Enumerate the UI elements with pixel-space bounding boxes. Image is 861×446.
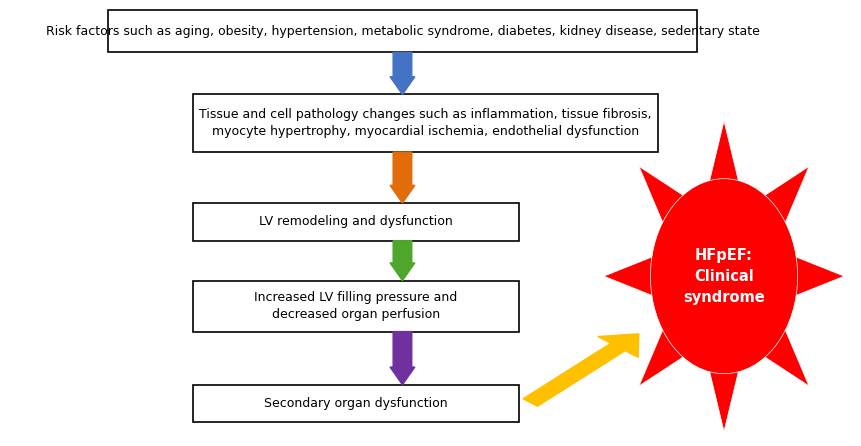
FancyArrow shape: [390, 331, 415, 385]
FancyBboxPatch shape: [193, 203, 518, 241]
Text: Increased LV filling pressure and
decreased organ perfusion: Increased LV filling pressure and decrea…: [254, 291, 457, 321]
Polygon shape: [708, 121, 740, 189]
Polygon shape: [708, 363, 740, 431]
Text: LV remodeling and dysfunction: LV remodeling and dysfunction: [259, 215, 453, 228]
Polygon shape: [759, 166, 809, 230]
FancyBboxPatch shape: [193, 281, 518, 331]
Text: Tissue and cell pathology changes such as inflammation, tissue fibrosis,
myocyte: Tissue and cell pathology changes such a…: [200, 108, 652, 138]
FancyBboxPatch shape: [193, 95, 658, 152]
FancyBboxPatch shape: [193, 385, 518, 422]
FancyArrow shape: [523, 334, 639, 406]
Text: HFpEF:
Clinical
syndrome: HFpEF: Clinical syndrome: [683, 248, 765, 305]
FancyArrow shape: [390, 241, 415, 281]
Ellipse shape: [650, 179, 797, 374]
FancyBboxPatch shape: [108, 10, 697, 52]
FancyArrow shape: [390, 52, 415, 95]
Polygon shape: [639, 322, 689, 386]
Polygon shape: [604, 255, 659, 298]
Text: Secondary organ dysfunction: Secondary organ dysfunction: [264, 397, 448, 410]
Text: Risk factors such as aging, obesity, hypertension, metabolic syndrome, diabetes,: Risk factors such as aging, obesity, hyp…: [46, 25, 759, 38]
Polygon shape: [639, 166, 689, 230]
Polygon shape: [759, 322, 809, 386]
FancyArrow shape: [390, 152, 415, 203]
Polygon shape: [790, 255, 844, 298]
